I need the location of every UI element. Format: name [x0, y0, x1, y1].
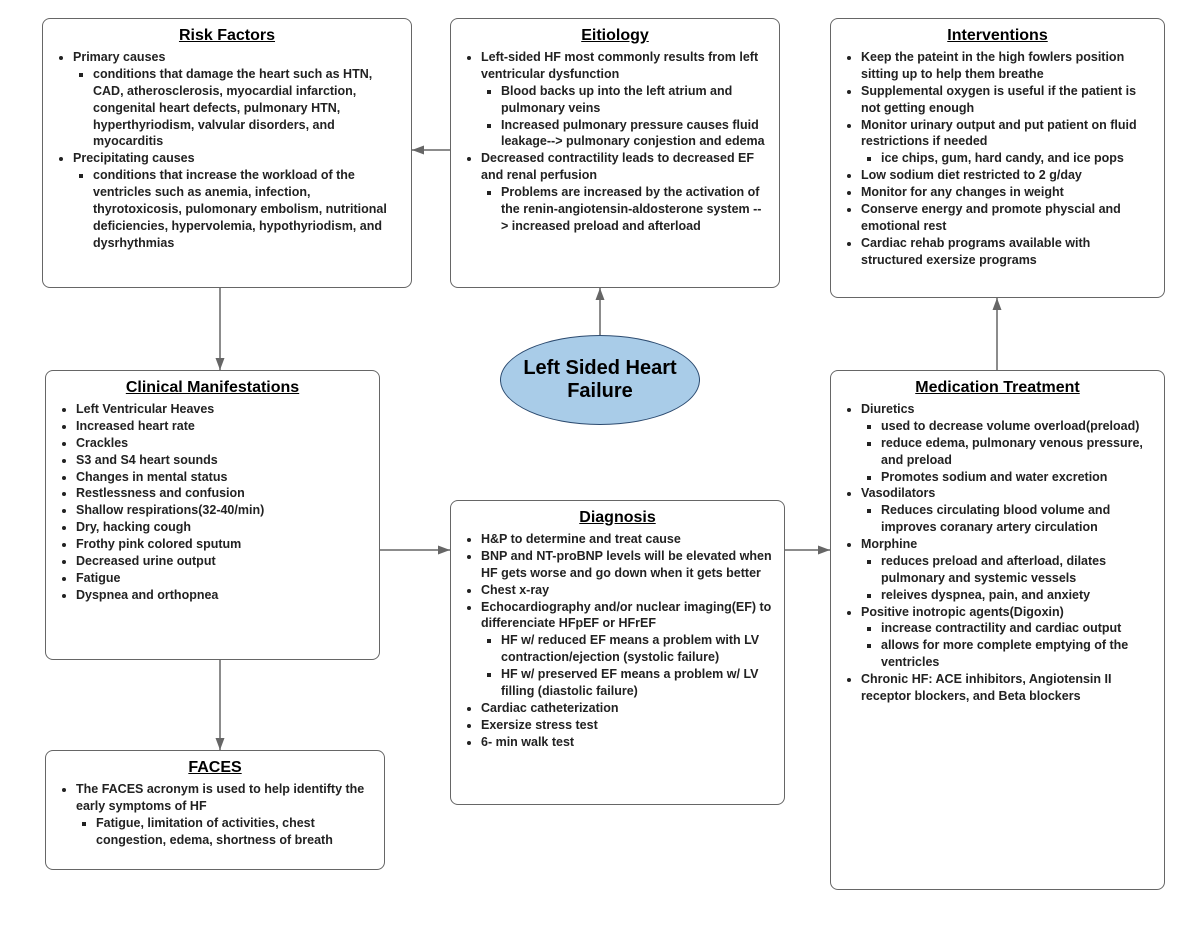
- list-item: Fatigue, limitation of activities, chest…: [96, 815, 372, 849]
- box-title: Interventions: [843, 27, 1152, 45]
- box-medication: Medication Treatment Diureticsused to dec…: [830, 370, 1165, 890]
- list-item: Fatigue: [76, 570, 367, 587]
- list-item: Precipitating causesconditions that incr…: [73, 150, 399, 251]
- list-item: Diureticsused to decrease volume overloa…: [861, 401, 1152, 485]
- list-item: used to decrease volume overload(preload…: [881, 418, 1152, 435]
- list-item: Left Ventricular Heaves: [76, 401, 367, 418]
- center-node: Left Sided Heart Failure: [500, 335, 700, 425]
- list-item: 6- min walk test: [481, 734, 772, 751]
- list-item: Chest x-ray: [481, 582, 772, 599]
- list-item: Keep the pateint in the high fowlers pos…: [861, 49, 1152, 83]
- list-item: HF w/ preserved EF means a problem w/ LV…: [501, 666, 772, 700]
- list-item: Promotes sodium and water excretion: [881, 469, 1152, 486]
- list-item: Increased pulmonary pressure causes flui…: [501, 117, 767, 151]
- list-item: Increased heart rate: [76, 418, 367, 435]
- list-item: Frothy pink colored sputum: [76, 536, 367, 553]
- list-item: increase contractility and cardiac outpu…: [881, 620, 1152, 637]
- list-item: Conserve energy and promote physcial and…: [861, 201, 1152, 235]
- box-title: Diagnosis: [463, 509, 772, 527]
- list-item: Positive inotropic agents(Digoxin)increa…: [861, 604, 1152, 672]
- list-item: reduce edema, pulmonary venous pressure,…: [881, 435, 1152, 469]
- box-diagnosis: Diagnosis H&P to determine and treat caus…: [450, 500, 785, 805]
- list-item: Decreased contractility leads to decreas…: [481, 150, 767, 234]
- box-title: Medication Treatment: [843, 379, 1152, 397]
- list-item: The FACES acronym is used to help identi…: [76, 781, 372, 849]
- list-item: VasodilatorsReduces circulating blood vo…: [861, 485, 1152, 536]
- box-etiology: Eitiology Left-sided HF most commonly res…: [450, 18, 780, 288]
- list-item: BNP and NT-proBNP levels will be elevate…: [481, 548, 772, 582]
- box-title: Eitiology: [463, 27, 767, 45]
- list-item: Dry, hacking cough: [76, 519, 367, 536]
- list-item: Left-sided HF most commonly results from…: [481, 49, 767, 150]
- center-label: Left Sided Heart Failure: [511, 357, 689, 403]
- list-item: H&P to determine and treat cause: [481, 531, 772, 548]
- list-item: Restlessness and confusion: [76, 485, 367, 502]
- list-item: Chronic HF: ACE inhibitors, Angiotensin …: [861, 671, 1152, 705]
- list-item: Monitor urinary output and put patient o…: [861, 117, 1152, 168]
- list-item: Dyspnea and orthopnea: [76, 587, 367, 604]
- list-item: Cardiac rehab programs available with st…: [861, 235, 1152, 269]
- list-item: Decreased urine output: [76, 553, 367, 570]
- list-item: allows for more complete emptying of the…: [881, 637, 1152, 671]
- list-item: Morphinereduces preload and afterload, d…: [861, 536, 1152, 604]
- list-item: S3 and S4 heart sounds: [76, 452, 367, 469]
- list-item: Supplemental oxygen is useful if the pat…: [861, 83, 1152, 117]
- box-clinical: Clinical Manifestations Left Ventricular …: [45, 370, 380, 660]
- box-faces: FACES The FACES acronym is used to help i…: [45, 750, 385, 870]
- box-interventions: Interventions Keep the pateint in the hig…: [830, 18, 1165, 298]
- box-title: FACES: [58, 759, 372, 777]
- list-item: conditions that damage the heart such as…: [93, 66, 399, 150]
- list-item: ice chips, gum, hard candy, and ice pops: [881, 150, 1152, 167]
- box-title: Risk Factors: [55, 27, 399, 45]
- list-item: Monitor for any changes in weight: [861, 184, 1152, 201]
- list-item: HF w/ reduced EF means a problem with LV…: [501, 632, 772, 666]
- list-item: Shallow respirations(32-40/min): [76, 502, 367, 519]
- list-item: releives dyspnea, pain, and anxiety: [881, 587, 1152, 604]
- list-item: Exersize stress test: [481, 717, 772, 734]
- list-item: Blood backs up into the left atrium and …: [501, 83, 767, 117]
- list-item: Low sodium diet restricted to 2 g/day: [861, 167, 1152, 184]
- list-item: Changes in mental status: [76, 469, 367, 486]
- box-title: Clinical Manifestations: [58, 379, 367, 397]
- list-item: Cardiac catheterization: [481, 700, 772, 717]
- list-item: Primary causesconditions that damage the…: [73, 49, 399, 150]
- list-item: Problems are increased by the activation…: [501, 184, 767, 235]
- list-item: reduces preload and afterload, dilates p…: [881, 553, 1152, 587]
- list-item: Echocardiography and/or nuclear imaging(…: [481, 599, 772, 700]
- list-item: Crackles: [76, 435, 367, 452]
- box-risk: Risk Factors Primary causesconditions tha…: [42, 18, 412, 288]
- list-item: conditions that increase the workload of…: [93, 167, 399, 251]
- list-item: Reduces circulating blood volume and imp…: [881, 502, 1152, 536]
